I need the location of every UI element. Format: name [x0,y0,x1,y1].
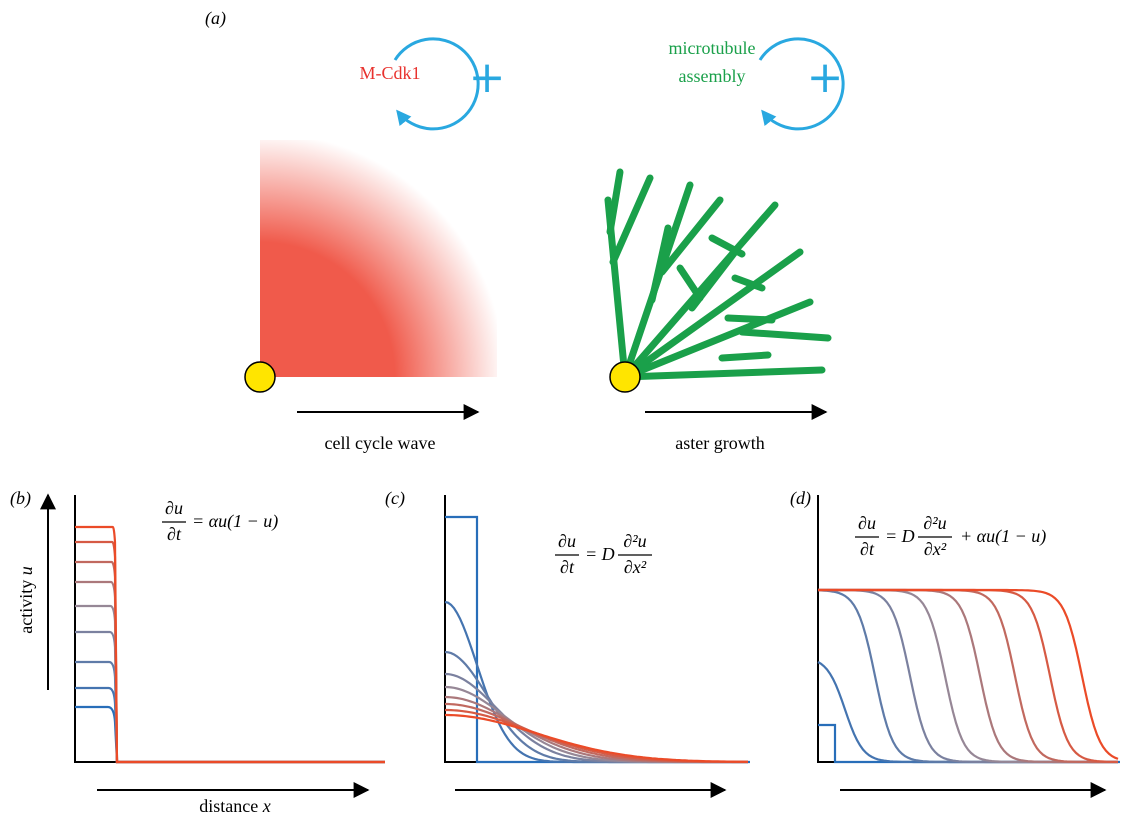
curve [818,590,1118,762]
source [245,362,275,392]
eq-rhs: + αu(1 − u) [960,526,1046,547]
panel-label: (c) [385,488,405,509]
y-axis-label: activity u [16,566,36,633]
curve [75,606,385,762]
eq-mid: = D [585,544,615,564]
curve [75,562,385,762]
axes [445,495,750,762]
eq-num: ∂u [165,498,183,518]
curve [75,707,385,762]
curve [75,662,385,762]
curve [818,662,1118,762]
curve [445,602,748,762]
equation: ∂u ∂t = D ∂²u ∂x² + αu(1 − u) [855,513,1046,559]
equation: ∂u ∂t = D ∂²u ∂x² [555,531,652,577]
curve [818,590,1118,762]
curve [818,590,1118,762]
panel-label: (d) [790,488,811,509]
axis-word: activity [16,580,36,634]
feedback-loop [395,39,478,129]
aster-branch [680,268,700,298]
aster-branch [722,355,768,358]
equation: ∂u ∂t = αu(1 − u) [162,498,278,544]
eq-den: ∂t [167,524,182,544]
loop-sign: + [807,52,844,103]
curve [818,590,1118,762]
arrow-label: cell cycle wave [325,433,436,453]
eq-rhs: = αu(1 − u) [192,511,278,532]
aster-branch [728,318,772,320]
curve [818,590,1118,762]
x-axis-label: distance x [199,796,270,816]
curve [75,632,385,762]
curve [75,582,385,762]
aster-branch [625,205,775,377]
curve [75,527,385,762]
source [610,362,640,392]
curve [75,688,385,762]
aster [608,172,828,377]
eq-den: ∂x² [924,539,947,559]
figure: (a) M-Cdk1 + microtubule assembly + cell… [0,0,1123,820]
axes [75,495,385,762]
axis-word: distance [199,796,258,816]
eq-num: ∂²u [623,531,646,551]
panel-label: (b) [10,488,31,509]
arrow-label: aster growth [675,433,764,453]
eq-den: ∂t [560,557,575,577]
aster-branch [610,172,620,232]
curve [818,590,1118,762]
loop-sign: + [469,52,506,103]
eq-den: ∂x² [624,557,647,577]
curve [75,542,385,762]
loop-label: M-Cdk1 [359,63,420,83]
eq-num: ∂u [858,513,876,533]
curve [445,704,748,762]
curves [818,590,1120,762]
curve [818,590,1118,759]
axis-symbol: u [16,566,36,575]
eq-den: ∂t [860,539,875,559]
axis-symbol: x [262,796,271,816]
curves [75,527,385,762]
loop-label: assembly [679,66,746,86]
curve [818,725,1120,762]
aster-branch [742,332,828,338]
eq-num: ∂²u [923,513,946,533]
aster-branch [625,370,822,377]
wave-field [260,140,497,377]
eq-num: ∂u [558,531,576,551]
eq-mid: = D [885,526,915,546]
panel-label: (a) [205,8,226,29]
loop-label: microtubule [669,38,756,58]
